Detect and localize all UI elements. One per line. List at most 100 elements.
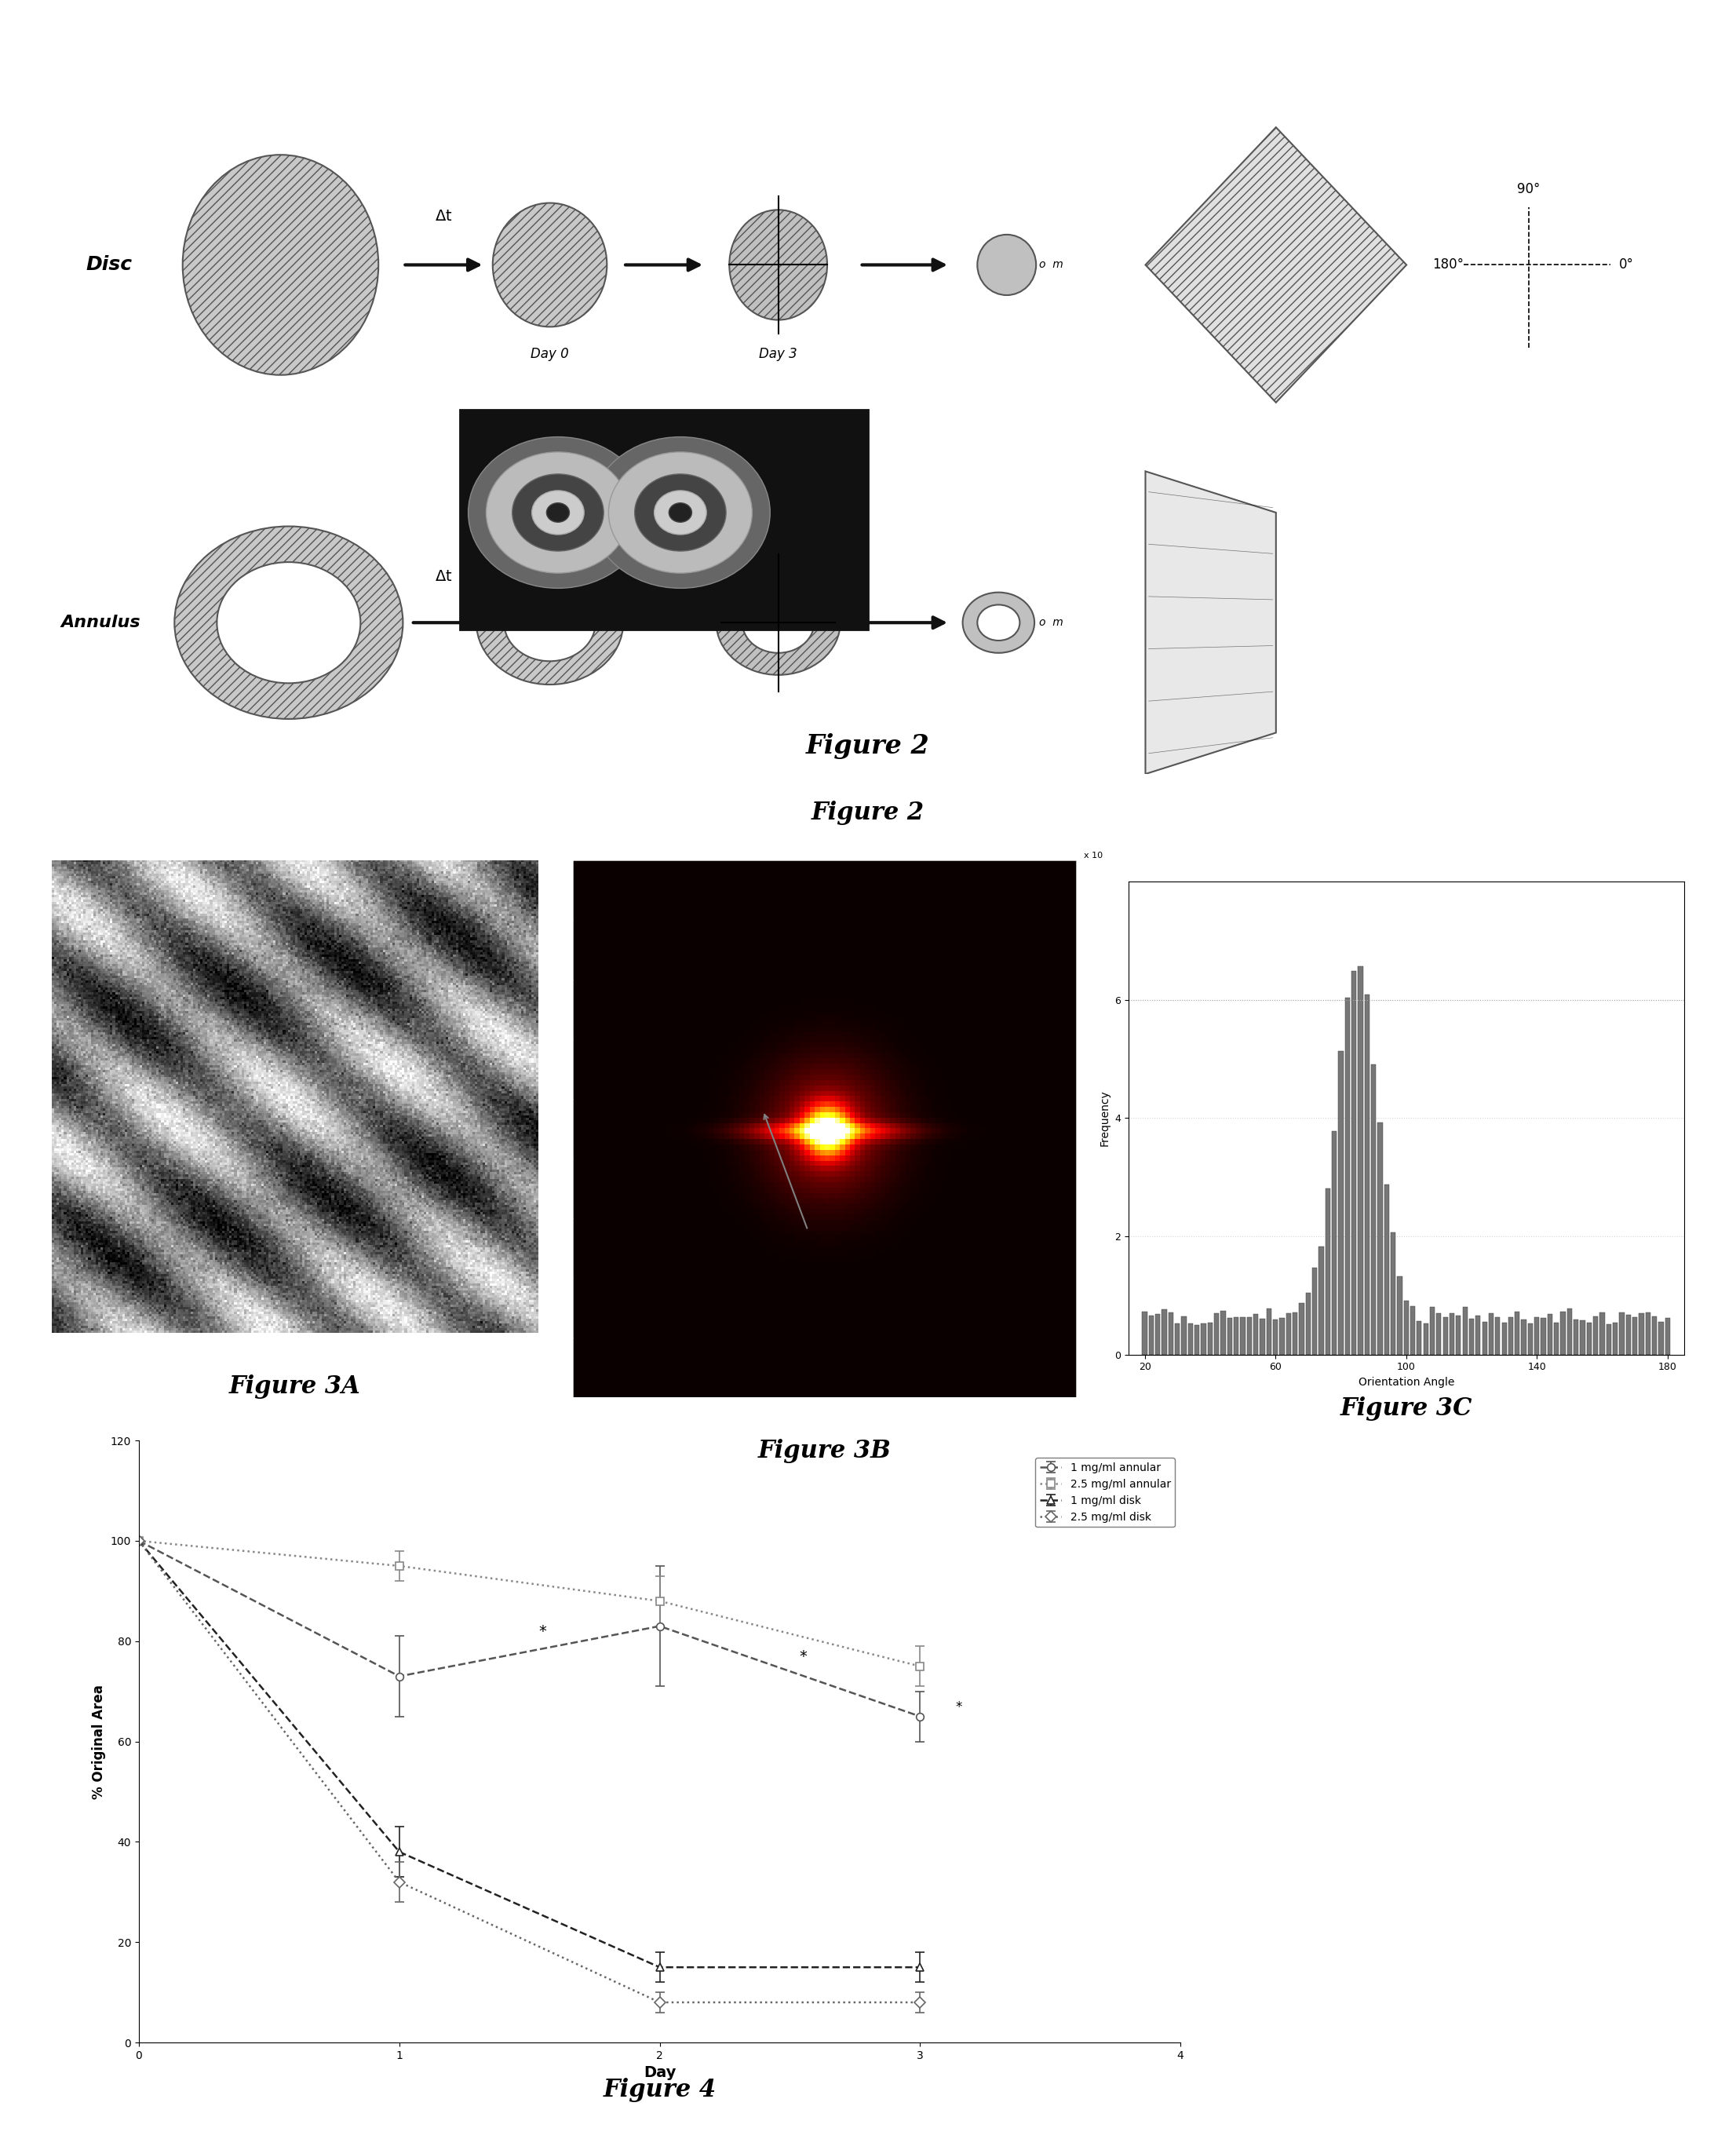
Text: Disc: Disc [87,256,132,275]
Bar [1646,1312,1651,1354]
X-axis label: Orientation Angle: Orientation Angle [1358,1376,1455,1387]
Bar [1594,1316,1599,1354]
Bar [1580,1320,1585,1354]
Polygon shape [1146,127,1406,402]
Y-axis label: % Original Area: % Original Area [92,1683,106,1800]
Text: o  m: o m [1040,617,1064,628]
Bar [1483,1322,1488,1354]
Bar [1547,1314,1552,1354]
Bar [1305,1292,1311,1354]
Bar [1450,1314,1455,1354]
Text: *: * [538,1625,547,1638]
Ellipse shape [654,490,707,535]
Legend: 1 mg/ml annular, 2.5 mg/ml annular, 1 mg/ml disk, 2.5 mg/ml disk: 1 mg/ml annular, 2.5 mg/ml annular, 1 mg… [1035,1458,1175,1526]
Bar [1319,1247,1323,1354]
Text: $\Delta$t: $\Delta$t [436,209,453,224]
Bar [1627,1314,1630,1354]
Bar [1606,1324,1611,1354]
Bar [1161,1309,1167,1354]
Bar [1358,965,1363,1354]
Bar [1345,998,1351,1354]
Bar [1462,1307,1467,1354]
Bar [1149,1316,1154,1354]
Bar [1272,1320,1278,1354]
Bar [1246,1318,1252,1354]
Bar [1542,1318,1545,1354]
Ellipse shape [469,436,648,589]
Text: Figure 2: Figure 2 [811,800,925,826]
Bar [1620,1312,1625,1354]
Ellipse shape [977,234,1036,295]
Text: x 10: x 10 [1083,851,1102,860]
Ellipse shape [590,436,771,589]
Ellipse shape [729,211,826,320]
Bar [1312,1268,1318,1354]
Bar [1509,1318,1514,1354]
Text: Figure 4: Figure 4 [602,2077,717,2103]
Bar [1397,1277,1403,1354]
Bar [1417,1320,1422,1354]
Ellipse shape [493,202,608,327]
Bar [1384,1185,1389,1354]
Text: Annulus: Annulus [61,615,141,630]
Bar [1156,1314,1160,1354]
Bar [1175,1322,1180,1354]
Bar [1639,1314,1644,1354]
Text: 90°: 90° [1517,183,1540,196]
Bar [1208,1322,1212,1354]
Text: *: * [799,1649,807,1664]
Bar [1364,993,1370,1354]
Bar [1535,1318,1540,1354]
Text: Day 0: Day 0 [531,348,569,361]
Bar [1457,1316,1462,1354]
Bar [1554,1322,1559,1354]
Text: Figure 3A: Figure 3A [229,1374,361,1400]
Bar [1573,1320,1578,1354]
Bar [1371,1064,1377,1354]
Bar [1469,1318,1474,1354]
Ellipse shape [635,473,726,550]
Bar [1521,1320,1526,1354]
Bar [1253,1314,1259,1354]
Bar [1338,1051,1344,1354]
Bar [1443,1318,1448,1354]
Ellipse shape [547,503,569,522]
Bar [1424,1324,1429,1354]
Bar [1240,1318,1245,1354]
Text: Day 3: Day 3 [759,348,797,361]
Y-axis label: Frequency: Frequency [1099,1090,1109,1146]
Text: 0°: 0° [1618,258,1634,271]
Ellipse shape [531,490,583,535]
Ellipse shape [668,503,691,522]
Bar [1528,1324,1533,1354]
Bar [1234,1318,1240,1354]
Bar [1220,1312,1226,1354]
Bar [1410,1307,1415,1354]
Bar [1489,1314,1493,1354]
Bar [1187,1324,1193,1354]
Bar [1168,1314,1174,1354]
Bar [1561,1312,1566,1354]
Bar [1601,1312,1604,1354]
Bar [1436,1314,1441,1354]
Text: Figure 3C: Figure 3C [1340,1395,1472,1421]
Bar [1260,1318,1266,1354]
Bar [1142,1312,1147,1354]
Bar [1286,1314,1292,1354]
Ellipse shape [512,473,604,550]
Bar [1182,1316,1186,1354]
Bar [1332,1131,1337,1354]
Bar [1476,1316,1481,1354]
Bar [1213,1314,1219,1354]
Bar [1293,1314,1297,1354]
Bar [1495,1318,1500,1354]
Polygon shape [1146,471,1276,774]
Text: 180°: 180° [1432,258,1463,271]
Text: Figure 2: Figure 2 [806,733,930,759]
Bar [1653,1316,1656,1354]
Bar [1613,1322,1618,1354]
Bar [1516,1312,1519,1354]
Ellipse shape [182,155,378,374]
Bar [1325,1189,1330,1354]
Text: $\Delta$t: $\Delta$t [436,570,453,585]
